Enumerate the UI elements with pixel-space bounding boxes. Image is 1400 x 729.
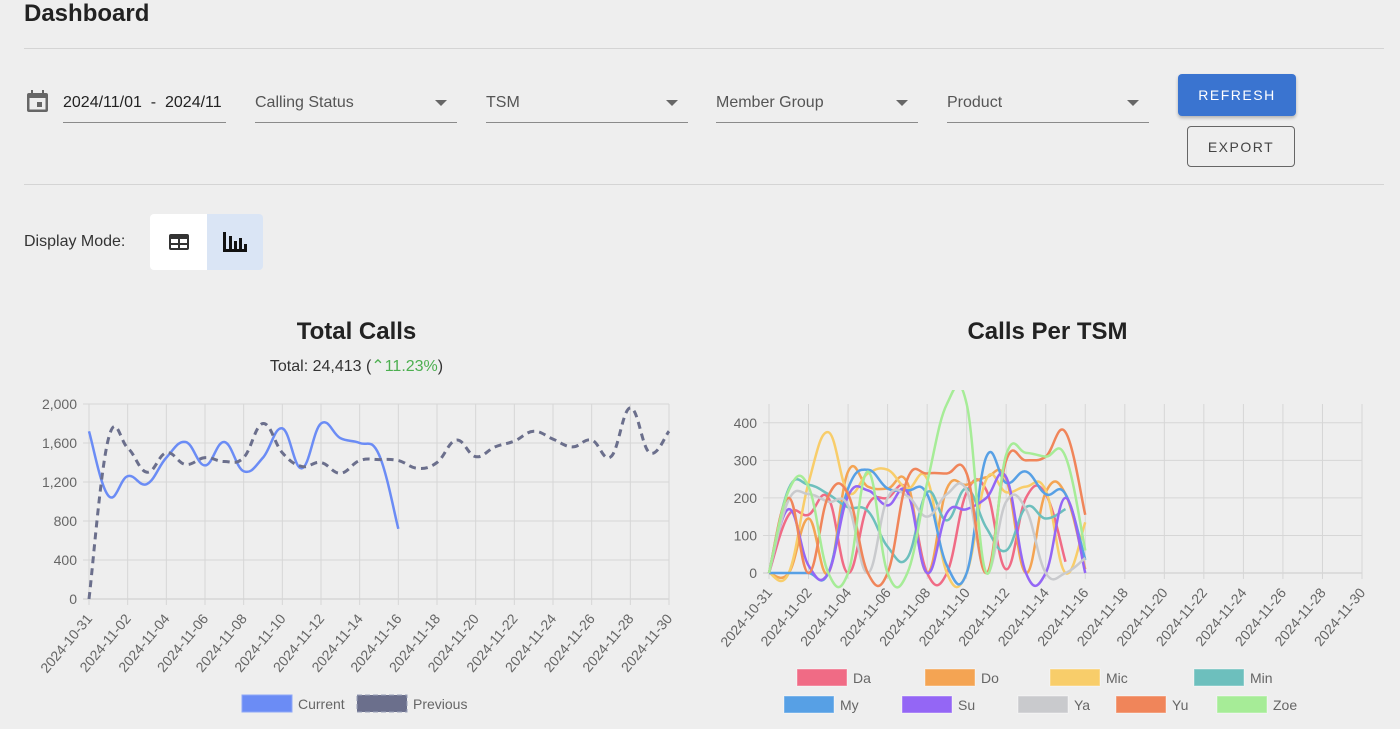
chevron-down-icon xyxy=(896,100,908,106)
legend-item[interactable]: Previous xyxy=(356,694,467,713)
y-tick-label: 1,200 xyxy=(42,474,77,490)
legend-item[interactable]: Mic xyxy=(1049,668,1128,687)
calling-status-select[interactable]: Calling Status xyxy=(255,86,457,123)
filters-divider xyxy=(24,184,1384,185)
legend-swatch xyxy=(901,695,953,714)
total-calls-chart: 04008001,2001,6002,0002024-10-312024-11-… xyxy=(37,396,675,713)
legend-item[interactable]: Do xyxy=(924,668,999,687)
series-line-zoe xyxy=(767,390,1087,589)
legend-item[interactable]: My xyxy=(783,695,859,714)
member-group-select[interactable]: Member Group xyxy=(716,86,918,123)
legend-item[interactable]: Min xyxy=(1193,668,1273,687)
legend-item[interactable]: Su xyxy=(901,695,975,714)
legend-swatch xyxy=(1193,668,1245,687)
legend-label: Previous xyxy=(413,696,467,712)
summary-close: ) xyxy=(437,358,444,375)
y-tick-label: 200 xyxy=(734,490,758,506)
legend-swatch xyxy=(1216,695,1268,714)
legend-item[interactable]: Ya xyxy=(1017,695,1090,714)
summary-open: ( xyxy=(361,358,372,375)
date-range-field[interactable]: 2024/11/01 - 2024/11 xyxy=(63,86,226,123)
trend-up-icon: ⌃​ xyxy=(371,358,385,375)
y-tick-label: 400 xyxy=(54,552,78,568)
y-tick-label: 1,600 xyxy=(42,435,77,451)
header-divider xyxy=(24,48,1384,49)
member-group-label: Member Group xyxy=(716,94,824,111)
date-range-value: 2024/11/01 - 2024/11 xyxy=(63,94,222,111)
refresh-button[interactable]: REFRESH xyxy=(1178,74,1296,116)
legend-swatch xyxy=(356,694,408,713)
legend-swatch xyxy=(924,668,976,687)
legend-label: Da xyxy=(853,670,871,686)
display-mode-label: Display Mode: xyxy=(24,233,126,250)
summary-prefix: Total: xyxy=(269,358,313,375)
chevron-down-icon xyxy=(666,100,678,106)
y-tick-label: 0 xyxy=(69,591,77,607)
product-label: Product xyxy=(947,94,1003,111)
bar-chart-icon xyxy=(223,232,247,252)
tsm-label: TSM xyxy=(486,94,520,111)
chart-legend: Current Previous xyxy=(241,694,467,713)
legend-swatch xyxy=(783,695,835,714)
series-line-previous xyxy=(87,406,671,600)
legend-item[interactable]: Current xyxy=(241,694,345,713)
y-tick-label: 2,000 xyxy=(42,396,77,412)
total-calls-summary: Total: 24,413 (⌃​11.23%) xyxy=(0,356,713,376)
chart-mode-button[interactable] xyxy=(207,214,263,270)
summary-total: 24,413 xyxy=(312,358,362,375)
legend-label: Ya xyxy=(1074,697,1090,713)
summary-change: 11.23% xyxy=(384,358,438,375)
series-line-su xyxy=(767,471,1087,588)
series-line-yu xyxy=(767,428,1087,588)
series-line-ya xyxy=(767,482,1087,581)
legend-item[interactable]: Da xyxy=(796,668,871,687)
legend-swatch xyxy=(796,668,848,687)
y-tick-label: 0 xyxy=(749,565,757,581)
calls-per-tsm-chart: 01002003004002024-10-312024-11-022024-11… xyxy=(717,390,1368,714)
table-mode-button[interactable] xyxy=(150,214,207,270)
legend-swatch xyxy=(1115,695,1167,714)
legend-label: My xyxy=(840,697,859,713)
y-tick-label: 800 xyxy=(54,513,78,529)
chart-legend: Da Do Mic Min My Su Ya Yu Zoe xyxy=(783,668,1297,714)
legend-label: Su xyxy=(958,697,975,713)
legend-label: Yu xyxy=(1172,697,1188,713)
product-select[interactable]: Product xyxy=(947,86,1149,123)
tsm-select[interactable]: TSM xyxy=(486,86,688,123)
legend-label: Current xyxy=(298,696,345,712)
page-title: Dashboard xyxy=(24,0,150,27)
total-calls-title: Total Calls xyxy=(296,318,417,345)
chevron-down-icon xyxy=(435,100,447,106)
legend-swatch xyxy=(1017,695,1069,714)
series-line-current xyxy=(87,421,400,530)
table-icon xyxy=(168,234,189,250)
display-mode-toggle xyxy=(150,214,263,270)
calls-per-tsm-title: Calls Per TSM xyxy=(967,318,1128,345)
y-tick-label: 400 xyxy=(734,415,758,431)
y-tick-label: 300 xyxy=(734,452,758,468)
legend-swatch xyxy=(241,694,293,713)
legend-label: Zoe xyxy=(1273,697,1297,713)
series-line-min xyxy=(767,478,1067,574)
legend-swatch xyxy=(1049,668,1101,687)
legend-item[interactable]: Zoe xyxy=(1216,695,1297,714)
chevron-down-icon xyxy=(1127,100,1139,106)
legend-label: Do xyxy=(981,670,999,686)
legend-label: Min xyxy=(1250,670,1273,686)
calendar-icon[interactable] xyxy=(27,90,48,112)
legend-label: Mic xyxy=(1106,670,1128,686)
legend-item[interactable]: Yu xyxy=(1115,695,1188,714)
calling-status-label: Calling Status xyxy=(255,94,354,111)
export-button[interactable]: EXPORT xyxy=(1187,126,1295,167)
y-tick-label: 100 xyxy=(734,527,758,543)
